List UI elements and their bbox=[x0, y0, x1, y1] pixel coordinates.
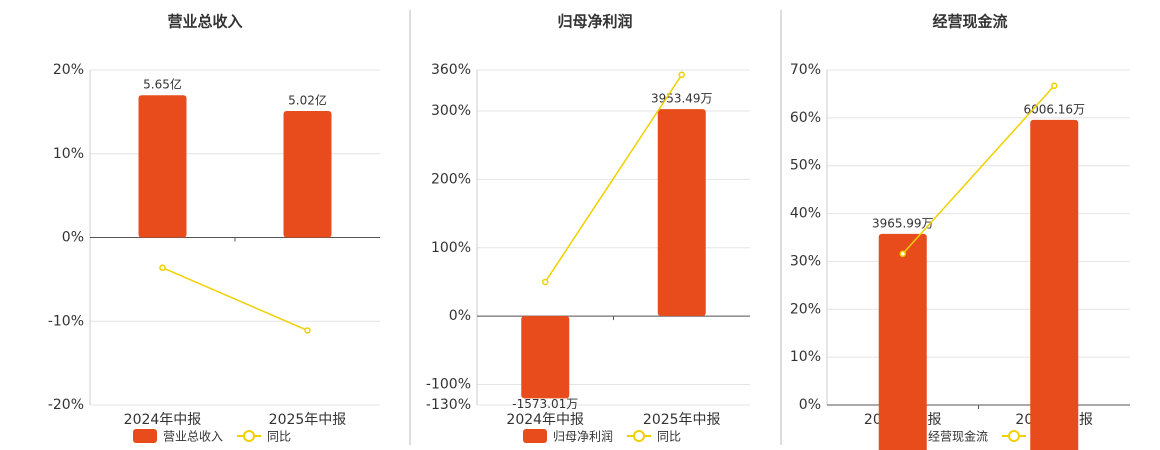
yoy-line bbox=[544, 74, 683, 283]
data-label: 3965.99万 bbox=[872, 216, 934, 230]
y-tick-label: 20% bbox=[53, 62, 84, 78]
yoy-point bbox=[159, 264, 166, 271]
chart-title: 经营现金流 bbox=[932, 13, 1007, 31]
y-tick-label: -10% bbox=[48, 313, 84, 329]
legend-label: 同比 bbox=[657, 430, 681, 444]
data-label: 6006.16万 bbox=[1023, 102, 1085, 116]
chart-title: 归母净利润 bbox=[557, 13, 632, 31]
y-tick-label: 40% bbox=[790, 206, 821, 222]
legend-label: 同比 bbox=[267, 430, 291, 444]
legend-marker bbox=[1008, 430, 1020, 442]
data-label: 5.02亿 bbox=[288, 93, 327, 108]
x-tick-label: 2025年中报 bbox=[269, 412, 347, 428]
y-tick-label: 300% bbox=[431, 103, 471, 119]
yoy-point bbox=[1051, 82, 1058, 90]
legend-swatch bbox=[523, 429, 547, 443]
x-tick-label: 2024年中报 bbox=[124, 412, 202, 428]
bar bbox=[283, 111, 332, 238]
legend-marker bbox=[633, 430, 645, 442]
yoy-point bbox=[542, 278, 549, 286]
yoy-line bbox=[902, 85, 1055, 255]
x-tick-label: 2024年中报 bbox=[506, 412, 584, 428]
x-tick-label: 2025年中报 bbox=[643, 412, 721, 428]
data-label: 5.65亿 bbox=[143, 77, 182, 92]
data-label: -1573.01万 bbox=[512, 397, 578, 411]
y-tick-label: 30% bbox=[790, 253, 821, 269]
y-tick-label: 60% bbox=[790, 110, 821, 126]
bar bbox=[521, 316, 570, 399]
y-tick-label: 0% bbox=[62, 230, 84, 246]
yoy-point bbox=[899, 250, 906, 258]
legend-label: 经营现金流 bbox=[928, 429, 988, 444]
y-tick-label: 0% bbox=[449, 308, 471, 324]
legend-label: 归母净利润 bbox=[553, 430, 613, 444]
bar bbox=[138, 95, 187, 238]
bar bbox=[878, 233, 927, 450]
y-tick-label: 70% bbox=[790, 62, 821, 78]
y-tick-label: 100% bbox=[431, 240, 471, 256]
legend-marker bbox=[243, 430, 255, 442]
y-tick-label: -100% bbox=[426, 376, 471, 392]
bar bbox=[657, 109, 706, 317]
y-tick-label: 10% bbox=[790, 349, 821, 365]
y-tick-label: 20% bbox=[790, 301, 821, 317]
legend-swatch bbox=[133, 429, 157, 443]
y-tick-label: 0% bbox=[799, 397, 821, 413]
yoy-point bbox=[304, 327, 311, 334]
data-label: 3953.49万 bbox=[651, 92, 713, 106]
y-tick-label: -20% bbox=[48, 397, 84, 413]
legend-label: 营业总收入 bbox=[163, 430, 223, 444]
y-tick-label: -130% bbox=[426, 397, 471, 413]
y-tick-label: 10% bbox=[53, 146, 84, 162]
y-tick-label: 360% bbox=[431, 62, 471, 78]
chart-title: 营业总收入 bbox=[167, 13, 242, 31]
y-tick-label: 50% bbox=[790, 158, 821, 174]
yoy-point bbox=[678, 71, 685, 79]
y-tick-label: 200% bbox=[431, 171, 471, 187]
bar bbox=[1030, 119, 1079, 450]
yoy-line bbox=[162, 266, 308, 332]
